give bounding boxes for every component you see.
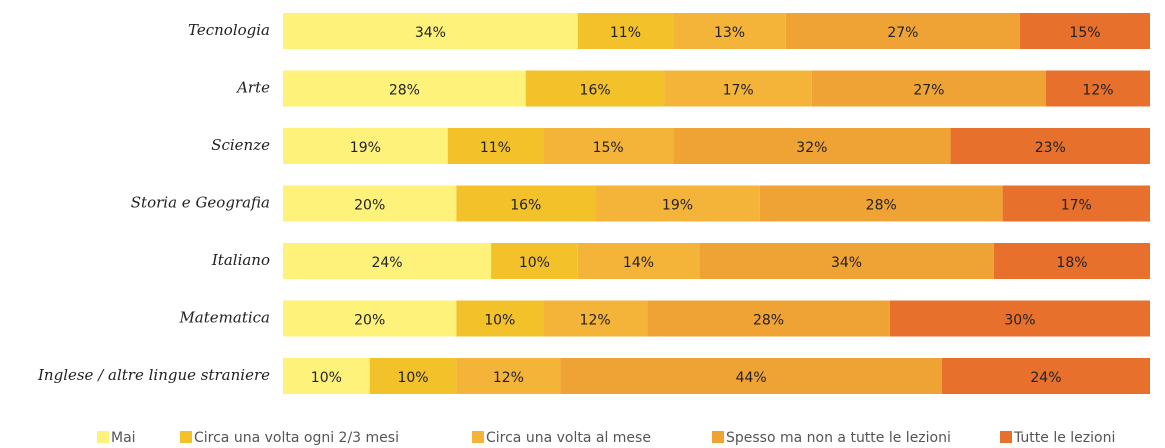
bar-segment bbox=[1019, 13, 1150, 49]
value-label: 17% bbox=[723, 83, 754, 99]
bar-segment bbox=[283, 13, 578, 49]
value-label: 20% bbox=[354, 313, 385, 329]
legend-label: Mai bbox=[111, 430, 136, 446]
legend-swatch bbox=[97, 431, 109, 443]
value-label: 19% bbox=[662, 198, 693, 214]
value-label: 32% bbox=[796, 140, 827, 156]
legend-swatch bbox=[1000, 431, 1012, 443]
bar-segment bbox=[283, 70, 526, 107]
bar-segment bbox=[456, 358, 561, 394]
category-label: Italiano bbox=[211, 251, 270, 269]
category-label: Arte bbox=[235, 79, 270, 97]
value-label: 18% bbox=[1056, 255, 1087, 271]
value-label: 12% bbox=[580, 313, 611, 329]
value-label: 10% bbox=[397, 370, 428, 386]
bar-segment bbox=[560, 358, 942, 394]
legend-label: Tutte le lezioni bbox=[1013, 430, 1115, 446]
legend-label: Circa una volta ogni 2/3 mesi bbox=[194, 430, 399, 446]
bar-segment bbox=[1002, 185, 1150, 222]
value-label: 16% bbox=[510, 198, 541, 214]
value-label: 11% bbox=[610, 25, 641, 41]
bar-segment bbox=[941, 358, 1150, 394]
bar-segment bbox=[447, 128, 544, 164]
value-label: 19% bbox=[350, 140, 381, 156]
bar-segment bbox=[543, 128, 674, 164]
bar-segment bbox=[456, 300, 544, 337]
value-label: 16% bbox=[580, 83, 611, 99]
bar-segment bbox=[456, 185, 596, 222]
value-label: 28% bbox=[753, 313, 784, 329]
value-label: 17% bbox=[1061, 198, 1092, 214]
value-label: 34% bbox=[415, 25, 446, 41]
bar-segment bbox=[369, 358, 457, 394]
value-label: 15% bbox=[593, 140, 624, 156]
bar-segment bbox=[785, 13, 1020, 49]
bar-segment bbox=[491, 243, 578, 279]
bar-segment bbox=[543, 300, 648, 337]
category-label: Matematica bbox=[178, 309, 270, 327]
bar-segment bbox=[759, 185, 1003, 222]
category-label: Storia e Geografia bbox=[131, 194, 270, 212]
value-label: 24% bbox=[371, 255, 402, 271]
value-label: 15% bbox=[1069, 25, 1100, 41]
legend-swatch bbox=[180, 431, 192, 443]
bar-segment bbox=[647, 300, 890, 337]
value-label: 34% bbox=[831, 255, 862, 271]
category-label: Inglese / altre lingue straniere bbox=[37, 366, 270, 384]
value-label: 14% bbox=[623, 255, 654, 271]
value-label: 27% bbox=[887, 25, 918, 41]
legend-swatch bbox=[712, 431, 724, 443]
value-label: 28% bbox=[866, 198, 897, 214]
category-label: Tecnologia bbox=[188, 21, 270, 39]
value-label: 23% bbox=[1035, 140, 1066, 156]
value-label: 12% bbox=[493, 370, 524, 386]
value-label: 10% bbox=[519, 255, 550, 271]
bar-segment bbox=[811, 70, 1046, 107]
bar-segment bbox=[525, 70, 665, 107]
bar-segment bbox=[283, 185, 457, 222]
bar-segment bbox=[283, 358, 370, 394]
bar-segment bbox=[595, 185, 760, 222]
bar-segment bbox=[950, 128, 1150, 164]
value-label: 10% bbox=[484, 313, 515, 329]
bar-segment bbox=[283, 243, 492, 279]
value-label: 44% bbox=[736, 370, 767, 386]
value-label: 28% bbox=[389, 83, 420, 99]
value-label: 27% bbox=[913, 83, 944, 99]
bar-segment bbox=[673, 13, 786, 49]
value-label: 20% bbox=[354, 198, 385, 214]
bar-segment bbox=[889, 300, 1150, 337]
bar-segment bbox=[699, 243, 994, 279]
bar-segment bbox=[664, 70, 812, 107]
value-label: 10% bbox=[311, 370, 342, 386]
bar-segment bbox=[993, 243, 1150, 279]
bar-segment bbox=[577, 243, 700, 279]
category-label: Scienze bbox=[211, 136, 270, 154]
value-label: 13% bbox=[714, 25, 745, 41]
value-label: 12% bbox=[1082, 83, 1113, 99]
value-label: 30% bbox=[1004, 313, 1035, 329]
bar-segment bbox=[283, 300, 457, 337]
legend-label: Circa una volta al mese bbox=[486, 430, 651, 446]
legend-label: Spesso ma non a tutte le lezioni bbox=[726, 430, 951, 446]
value-label: 11% bbox=[480, 140, 511, 156]
value-label: 24% bbox=[1030, 370, 1061, 386]
bar-segment bbox=[577, 13, 674, 49]
bar-segment bbox=[673, 128, 951, 164]
bar-segment bbox=[283, 128, 448, 164]
legend-swatch bbox=[472, 431, 484, 443]
bar-segment bbox=[1045, 70, 1150, 107]
